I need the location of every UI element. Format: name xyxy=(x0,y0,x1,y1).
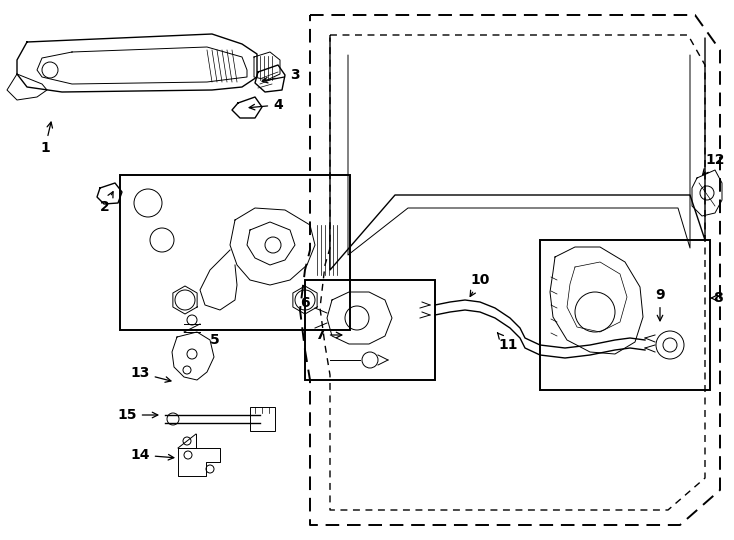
Text: 15: 15 xyxy=(117,408,158,422)
Bar xyxy=(250,407,275,431)
Text: 7: 7 xyxy=(315,328,342,342)
Text: 3: 3 xyxy=(262,68,299,83)
Text: 5: 5 xyxy=(210,333,220,347)
Text: 1: 1 xyxy=(40,122,53,155)
Text: 11: 11 xyxy=(498,333,517,352)
Text: 13: 13 xyxy=(131,366,171,382)
Text: 12: 12 xyxy=(702,153,724,175)
Bar xyxy=(540,240,710,390)
Text: 9: 9 xyxy=(655,288,665,321)
Bar xyxy=(120,175,350,330)
Text: 2: 2 xyxy=(100,192,113,214)
Text: 14: 14 xyxy=(130,448,174,462)
Text: 4: 4 xyxy=(249,98,283,112)
Text: 6: 6 xyxy=(300,296,310,310)
Text: 8: 8 xyxy=(711,291,723,305)
Bar xyxy=(305,280,435,380)
Text: 10: 10 xyxy=(470,273,490,296)
